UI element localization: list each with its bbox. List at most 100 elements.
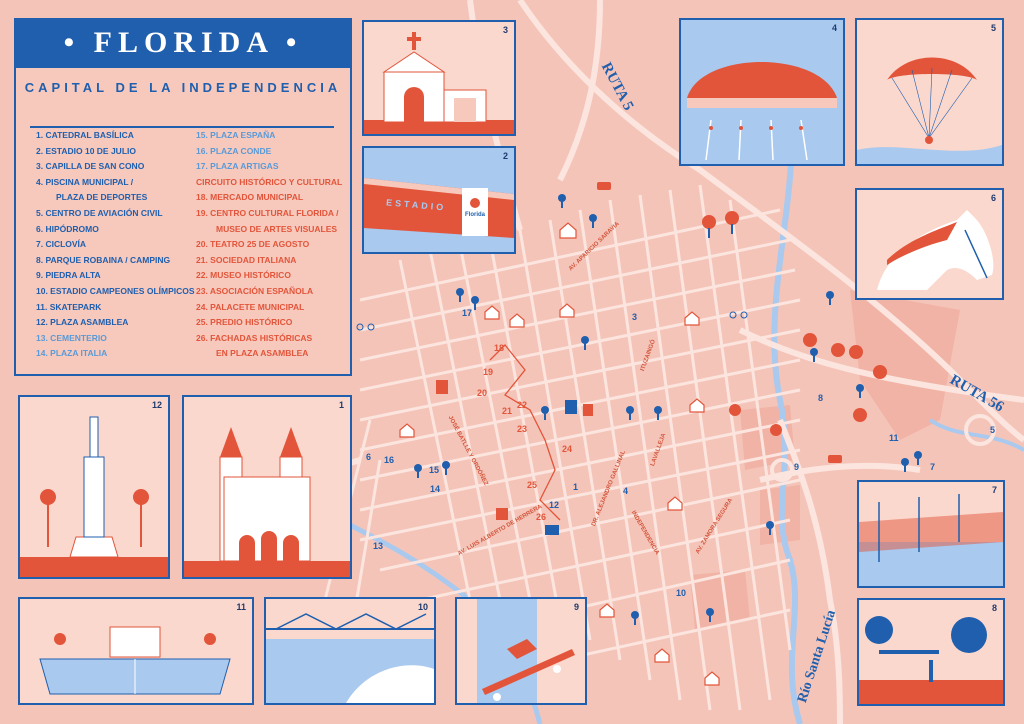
panel-number: 5 xyxy=(990,23,996,33)
bikepath-illustration xyxy=(859,494,1003,586)
panel-piscina: 4 xyxy=(679,18,845,166)
legend-item: 5. CENTRO DE AVIACIÓN CIVIL xyxy=(36,207,163,218)
map-marker-17: 17 xyxy=(462,308,473,318)
legend-item: 26. FACHADAS HISTÓRICAS xyxy=(196,332,313,343)
field-illustration xyxy=(39,626,231,695)
river-branch xyxy=(928,418,1024,452)
map-marker-10: 10 xyxy=(676,588,687,598)
map-marker-20: 20 xyxy=(477,388,488,398)
map-marker-14: 14 xyxy=(430,484,441,494)
map-subtitle: CAPITAL DE LA INDEPENDENCIA xyxy=(24,80,342,95)
chapel-illustration xyxy=(364,32,514,134)
panel-ciclovia: 7 xyxy=(857,480,1005,588)
stadium-logo: Florida xyxy=(465,212,486,218)
map-marker-5: 5 xyxy=(990,425,996,435)
map-title: • FLORIDA • xyxy=(63,26,303,59)
panel-number: 11 xyxy=(236,602,246,612)
legend-item: 11. SKATEPARK xyxy=(36,301,102,312)
map-marker-15: 15 xyxy=(429,465,440,475)
panel-number: 6 xyxy=(990,193,996,203)
legend-column-2: 15. PLAZA ESPAÑA 16. PLAZA CONDE 17. PLAZA… xyxy=(196,128,342,362)
legend-item: 16. PLAZA CONDE xyxy=(196,145,272,156)
map-marker-19: 19 xyxy=(483,367,494,377)
historic-circuit-route xyxy=(489,344,561,521)
horse-illustration xyxy=(877,210,994,290)
panel-skatepark: 11 xyxy=(18,597,254,705)
legend-item: 8. PARQUE ROBAINA / CAMPING xyxy=(36,254,171,265)
map-marker-9: 9 xyxy=(794,462,800,472)
legend-item: 12. PLAZA ASAMBLEA xyxy=(36,317,129,328)
cathedral-illustration xyxy=(184,427,350,577)
legend-item: 3. CAPILLA DE SAN CONO xyxy=(36,161,145,172)
map-marker-24: 24 xyxy=(562,444,573,454)
map-marker-12: 12 xyxy=(549,500,560,510)
legend-item: 14. PLAZA ITALIA xyxy=(36,348,108,359)
legend-item: 10. ESTADIO CAMPEONES OLÍMPICOS xyxy=(36,285,195,296)
paraglider-illustration xyxy=(857,57,1002,164)
legend-item: 21. SOCIEDAD ITALIANA xyxy=(196,254,297,265)
panel-number: 10 xyxy=(417,602,428,612)
car-icon xyxy=(828,455,842,463)
legend-item: 22. MUSEO HISTÓRICO xyxy=(196,270,291,281)
legend-item: 24. PALACETE MUNICIPAL xyxy=(196,301,305,312)
panel-number: 1 xyxy=(338,400,344,410)
panel-number: 9 xyxy=(573,602,579,612)
map-buildings xyxy=(436,380,593,535)
legend-item: PLAZA DE DEPORTES xyxy=(56,192,148,203)
map-marker-7: 7 xyxy=(930,462,936,472)
map-marker-8: 8 xyxy=(818,393,824,403)
map-marker-3: 3 xyxy=(632,312,638,322)
monument-illustration xyxy=(20,416,168,577)
map-marker-11: 11 xyxy=(889,433,899,443)
map-marker-1: 1 xyxy=(573,482,579,492)
title-banner xyxy=(16,20,350,68)
legend-item: 1. CATEDRAL BASÍLICA xyxy=(36,130,134,140)
panel-estadio-campeones: 10 xyxy=(264,597,436,705)
map-marker-23: 23 xyxy=(517,424,528,434)
legend-item: 7. CICLOVÍA xyxy=(36,239,87,250)
park-illustration xyxy=(859,616,1003,704)
skateboard-illustration xyxy=(477,599,575,703)
panel-number: 12 xyxy=(151,400,162,410)
panel-plaza-asamblea: 12 xyxy=(18,395,170,579)
legend-item: 20. TEATRO 25 DE AGOSTO xyxy=(196,239,310,250)
legend-item: MUSEO DE ARTES VISUALES xyxy=(216,223,338,234)
map-marker-13: 13 xyxy=(373,541,384,551)
map-marker-21: 21 xyxy=(502,406,513,416)
legend-column-1: 1. CATEDRAL BASÍLICA 2. ESTADIO 10 DE JUL… xyxy=(36,128,195,362)
map-marker-6: 6 xyxy=(366,452,372,462)
panel-number: 3 xyxy=(502,25,508,35)
panel-hipodromo: 6 xyxy=(855,188,1004,300)
pool-illustration xyxy=(687,62,837,161)
divider xyxy=(30,126,334,128)
bridge-illustration xyxy=(266,613,434,703)
legend-item: CIRCUITO HISTÓRICO Y CULTURAL xyxy=(196,176,343,187)
map-marker-4: 4 xyxy=(623,486,629,496)
title-text: FLORIDA xyxy=(93,26,273,59)
park-area xyxy=(690,570,750,630)
legend-item: 23. ASOCIACIÓN ESPAÑOLA xyxy=(196,285,314,296)
house-icons xyxy=(399,222,720,686)
legend-item: 9. PIEDRA ALTA xyxy=(36,270,101,281)
legend-item: 6. HIPÓDROMO xyxy=(36,223,99,234)
legend-item: 13. CEMENTERIO xyxy=(36,332,107,343)
legend-item: 18. MERCADO MUNICIPAL xyxy=(196,192,304,203)
car-icon xyxy=(597,182,611,190)
panel-number: 8 xyxy=(991,603,997,613)
map-marker-25: 25 xyxy=(527,480,538,490)
panel-aviacion: 5 xyxy=(855,18,1004,166)
panel-parque-robaina: 8 xyxy=(857,598,1005,706)
legend-item: 4. PISCINA MUNICIPAL / xyxy=(36,176,134,187)
legend-item: 17. PLAZA ARTIGAS xyxy=(196,161,279,172)
stadium-illustration xyxy=(364,178,514,238)
panel-number: 2 xyxy=(502,151,508,161)
map-marker-22: 22 xyxy=(517,400,528,410)
panel-number: 4 xyxy=(831,23,837,33)
map-marker-16: 16 xyxy=(384,455,395,465)
tree-icons xyxy=(414,194,922,625)
panel-number: 7 xyxy=(991,485,997,495)
park-trees xyxy=(702,211,887,436)
panel-catedral: 1 xyxy=(182,395,352,579)
park-area xyxy=(850,290,960,440)
